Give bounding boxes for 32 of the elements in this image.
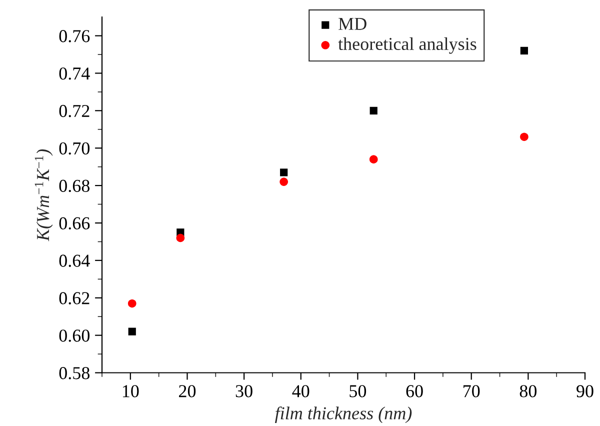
point bbox=[176, 234, 185, 242]
y-tick-label: 0.74 bbox=[59, 67, 90, 80]
point bbox=[280, 178, 288, 186]
point bbox=[370, 106, 378, 114]
point bbox=[520, 46, 528, 55]
y-tick-label: 0.76 bbox=[59, 30, 90, 42]
x-tick-label: 40 bbox=[292, 385, 310, 398]
x-tick-label: 60 bbox=[406, 385, 423, 398]
legend-label: MD bbox=[338, 18, 366, 30]
y-tick-label: 0.68 bbox=[59, 180, 90, 192]
x-axis-title: film thickness (nm) bbox=[275, 406, 412, 424]
legend-label: theoretical analysis bbox=[338, 37, 476, 54]
y-tick-label: 0.62 bbox=[59, 292, 90, 304]
y-tick-label: 0.66 bbox=[59, 217, 90, 230]
x-tick-label: 20 bbox=[179, 385, 196, 398]
y-tick-label: 0.70 bbox=[59, 142, 90, 155]
point bbox=[520, 132, 528, 142]
y-tick-label: 0.58 bbox=[59, 367, 90, 380]
point bbox=[128, 299, 136, 308]
x-tick-label: 80 bbox=[520, 385, 537, 398]
x-tick-label: 90 bbox=[576, 385, 594, 398]
point bbox=[280, 168, 288, 176]
x-tick-label: 10 bbox=[122, 385, 139, 398]
y-tick-label: 0.60 bbox=[59, 330, 90, 342]
y-axis-title: K(Wm$^{−1}$K$^{−1}$) bbox=[34, 149, 53, 242]
y-tick-label: 0.64 bbox=[59, 254, 90, 267]
point bbox=[369, 155, 378, 164]
point bbox=[128, 328, 136, 336]
y-tick-label: 0.72 bbox=[59, 104, 90, 118]
x-tick-label: 30 bbox=[236, 385, 252, 398]
x-tick-label: 70 bbox=[464, 385, 480, 398]
x-tick-label: 50 bbox=[350, 385, 366, 398]
